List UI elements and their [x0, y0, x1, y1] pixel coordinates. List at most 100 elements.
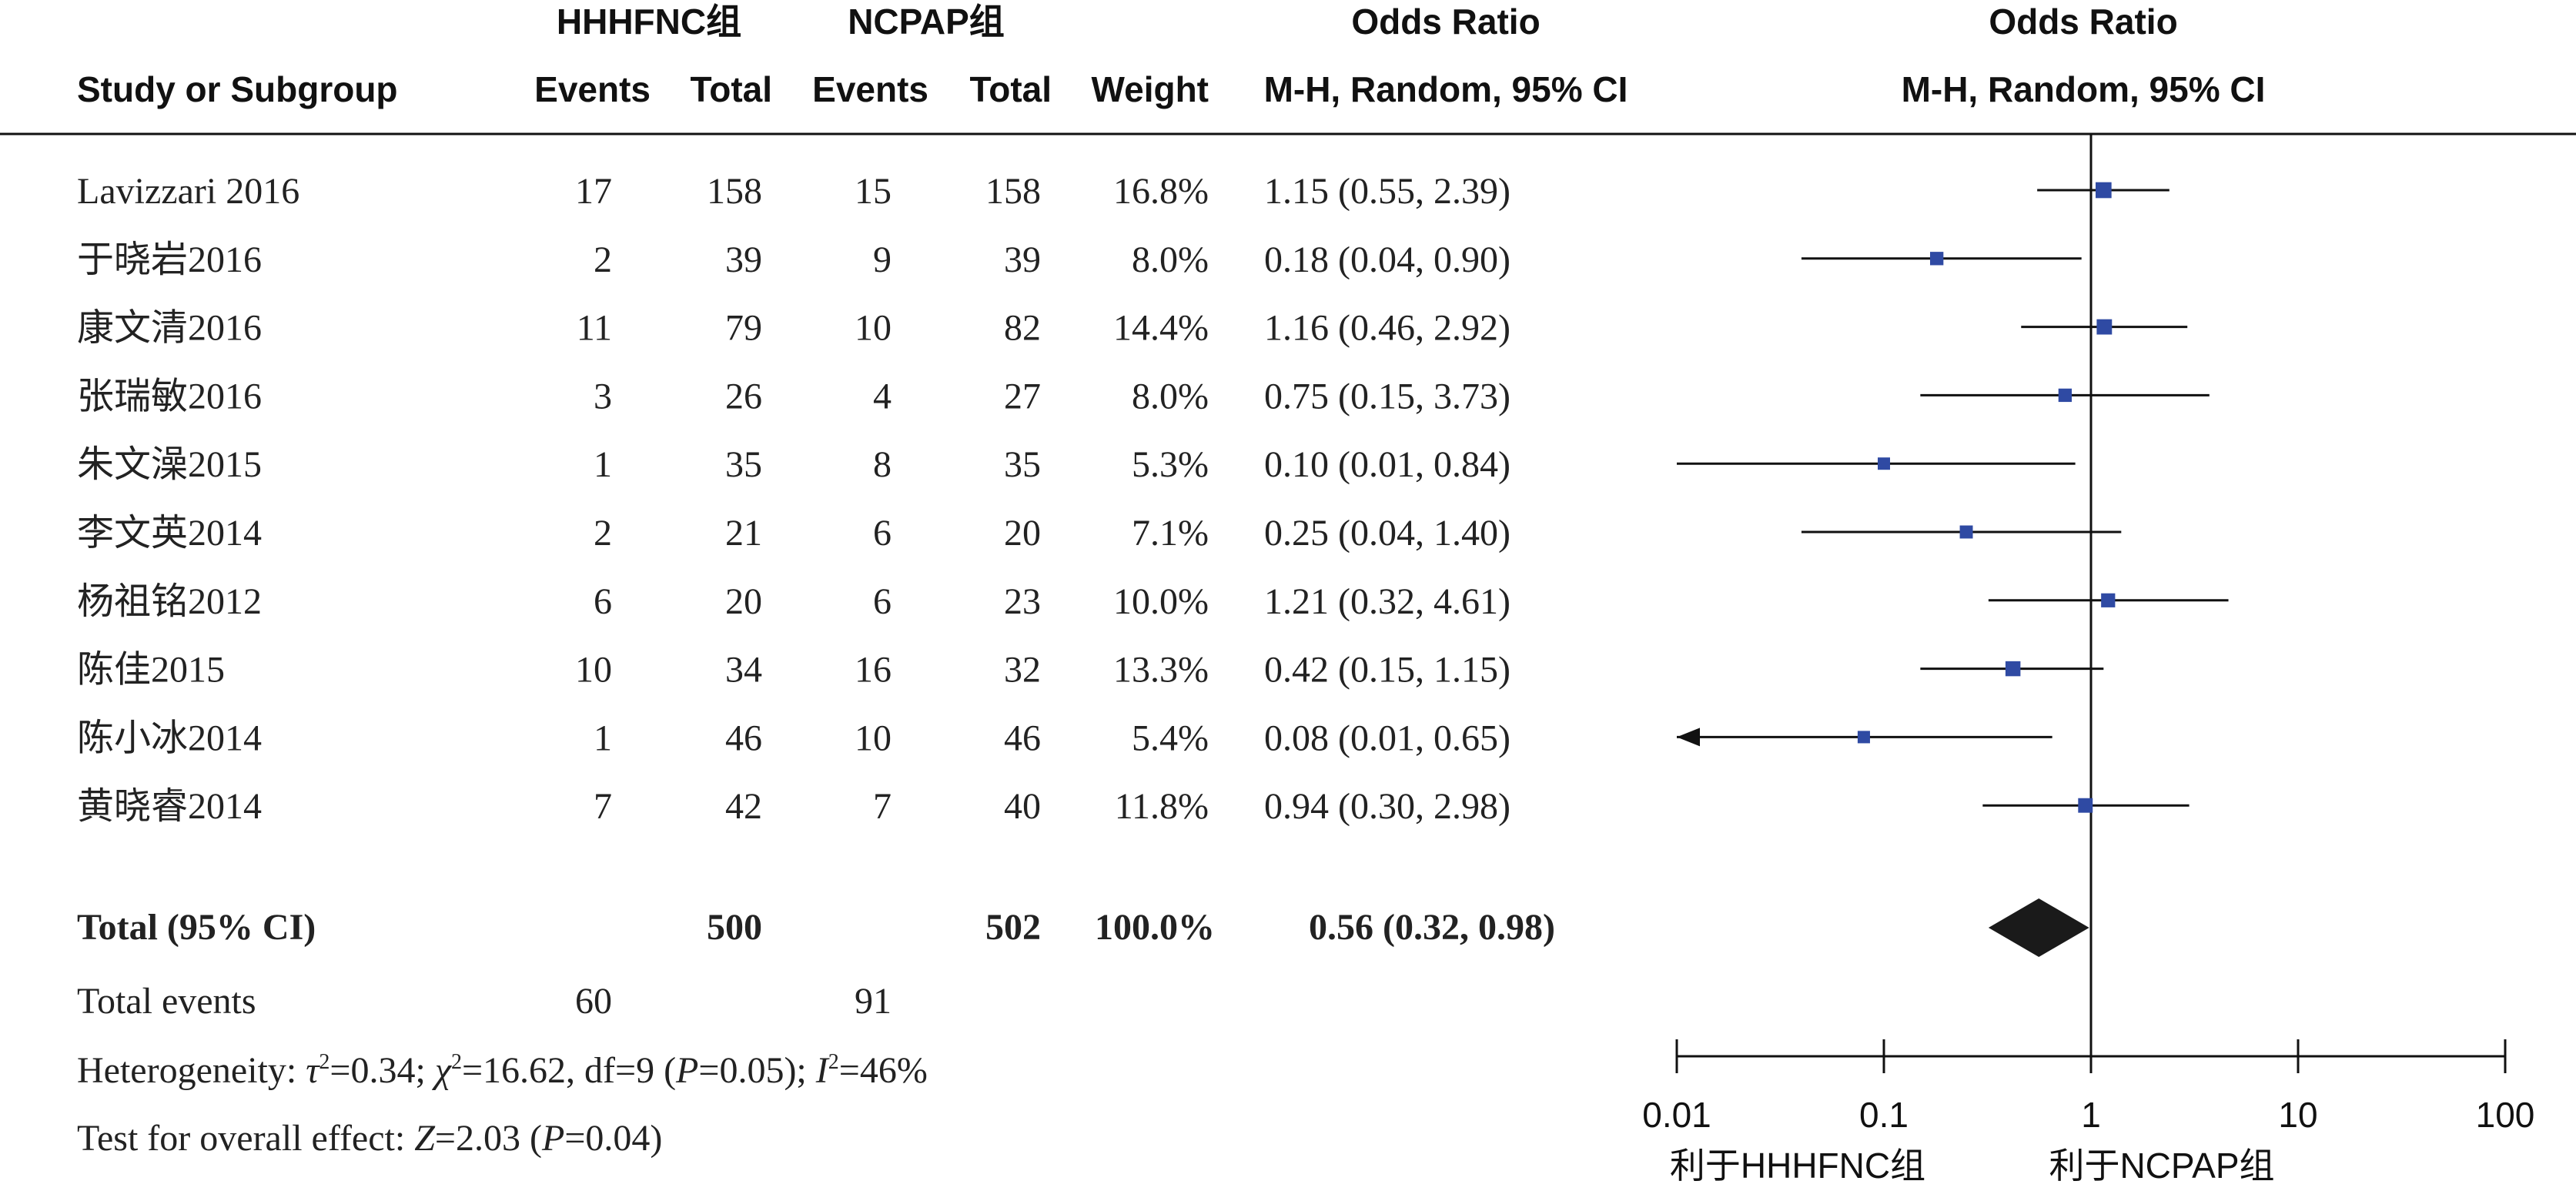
- study-name: 李文英2014: [77, 513, 262, 554]
- study-events1: 6: [594, 581, 612, 622]
- effect-square: [2005, 661, 2021, 677]
- or-method-right: M-H, Random, 95% CI: [1902, 69, 2266, 109]
- het-tau-value: =0.34;: [330, 1050, 434, 1091]
- study-events2: 9: [873, 239, 892, 280]
- table-header: HHHFNC组 NCPAP组 Odds Ratio Odds Ratio Stu…: [77, 2, 2265, 109]
- study-name: 陈佳2015: [77, 650, 225, 691]
- study-total1: 42: [725, 786, 762, 827]
- study-name: 康文清2016: [77, 308, 262, 349]
- total-t2: 502: [985, 907, 1041, 948]
- study-weight: 8.0%: [1132, 239, 1209, 280]
- effect-square: [2095, 182, 2112, 199]
- study-total2: 39: [1004, 239, 1041, 280]
- effect-square: [2101, 593, 2116, 607]
- overall-p-value: =0.04): [564, 1118, 662, 1159]
- effect-square: [2078, 798, 2093, 813]
- study-events1: 11: [577, 308, 612, 349]
- effect-square: [1959, 525, 1973, 539]
- study-or-text: 0.42 (0.15, 1.15): [1264, 650, 1510, 691]
- study-rows: Lavizzari 2016 17 158 15 158 16.8% 1.15 (0.55,…: [77, 171, 1510, 827]
- study-name: 朱文澡2015: [77, 444, 262, 485]
- study-total2: 82: [1004, 308, 1041, 349]
- total-t1: 500: [707, 907, 762, 948]
- het-tau: τ: [306, 1050, 320, 1091]
- heterogeneity-text: Heterogeneity: τ2=0.34; χ2=16.62, df=9 (…: [77, 1050, 928, 1091]
- study-name: 杨祖铭2012: [77, 581, 262, 622]
- ci-arrow: [1677, 728, 1700, 747]
- study-name: Lavizzari 2016: [77, 171, 299, 212]
- or-method-left: M-H, Random, 95% CI: [1264, 69, 1628, 109]
- favors-left-label: 利于HHHFNC组: [1670, 1146, 1925, 1186]
- study-row: 张瑞敏2016 3 26 4 27 8.0% 0.75 (0.15, 3.73): [77, 376, 1510, 417]
- group1-label: HHHFNC组: [557, 2, 741, 42]
- x-tick-label: 0.01: [1642, 1095, 1711, 1135]
- study-events1: 17: [575, 171, 612, 212]
- study-events2: 4: [873, 376, 892, 417]
- study-events2: 10: [855, 308, 892, 349]
- col-events1-header: Events: [534, 69, 651, 109]
- study-total1: 26: [725, 376, 762, 417]
- study-or-text: 0.08 (0.01, 0.65): [1264, 718, 1510, 758]
- study-total2: 20: [1004, 513, 1041, 554]
- effect-square: [2058, 388, 2073, 403]
- pooled-diamond: [1988, 898, 2089, 957]
- study-events1: 2: [594, 239, 612, 280]
- study-or-text: 0.18 (0.04, 0.90): [1264, 239, 1510, 280]
- study-or-text: 1.21 (0.32, 4.61): [1264, 581, 1510, 622]
- study-events1: 1: [594, 718, 612, 758]
- study-total2: 46: [1004, 718, 1041, 758]
- study-weight: 5.4%: [1132, 718, 1209, 758]
- effect-square: [1929, 252, 1944, 266]
- study-events2: 7: [873, 786, 892, 827]
- x-tick-label: 100: [2476, 1095, 2535, 1135]
- study-weight: 10.0%: [1113, 581, 1209, 622]
- study-events1: 1: [594, 444, 612, 485]
- study-name: 陈小冰2014: [77, 718, 262, 758]
- study-row: 陈小冰2014 1 46 10 46 5.4% 0.08 (0.01, 0.65): [77, 718, 1510, 758]
- total-events-e2: 91: [855, 981, 892, 1022]
- study-weight: 16.8%: [1113, 171, 1209, 212]
- study-total1: 34: [725, 650, 762, 691]
- study-events1: 10: [575, 650, 612, 691]
- study-or-text: 0.75 (0.15, 3.73): [1264, 376, 1510, 417]
- study-events2: 8: [873, 444, 892, 485]
- het-chi-value: =16.62, df=9 (: [462, 1050, 676, 1091]
- study-weight: 7.1%: [1132, 513, 1209, 554]
- study-name: 于晓岩2016: [77, 239, 262, 280]
- total-or-text: 0.56 (0.32, 0.98): [1309, 907, 1555, 948]
- study-total1: 20: [725, 581, 762, 622]
- study-total2: 27: [1004, 376, 1041, 417]
- forest-plot-area: 0.01 0.1 1 10 100: [1642, 134, 2534, 1135]
- study-row: Lavizzari 2016 17 158 15 158 16.8% 1.15 (0.55,…: [77, 171, 1510, 212]
- total-weight: 100.0%: [1095, 907, 1215, 948]
- study-events2: 10: [855, 718, 892, 758]
- effect-square: [1857, 731, 1870, 744]
- total-events-e1: 60: [575, 981, 612, 1022]
- study-total1: 158: [707, 171, 762, 212]
- study-total1: 46: [725, 718, 762, 758]
- study-total2: 40: [1004, 786, 1041, 827]
- study-events2: 6: [873, 581, 892, 622]
- group2-label: NCPAP组: [848, 2, 1005, 42]
- study-events2: 15: [855, 171, 892, 212]
- study-events1: 3: [594, 376, 612, 417]
- col-total2-header: Total: [970, 69, 1052, 109]
- study-weight: 11.8%: [1115, 786, 1209, 827]
- effect-square: [2096, 319, 2113, 335]
- overall-p: P: [541, 1118, 564, 1159]
- study-weight: 8.0%: [1132, 376, 1209, 417]
- or-title-left: Odds Ratio: [1351, 2, 1540, 42]
- het-i-value: =46%: [839, 1050, 928, 1091]
- study-total2: 32: [1004, 650, 1041, 691]
- study-total2: 35: [1004, 444, 1041, 485]
- total-events-label: Total events: [77, 981, 256, 1022]
- study-or-text: 0.10 (0.01, 0.84): [1264, 444, 1510, 485]
- study-or-text: 1.15 (0.55, 2.39): [1264, 171, 1510, 212]
- study-total2: 158: [985, 171, 1041, 212]
- study-name: 黄晓睿2014: [77, 786, 262, 827]
- col-total1-header: Total: [691, 69, 772, 109]
- study-name: 张瑞敏2016: [77, 376, 262, 417]
- x-tick-label: 10: [2278, 1095, 2317, 1135]
- study-row: 李文英2014 2 21 6 20 7.1% 0.25 (0.04, 1.40): [77, 513, 1510, 554]
